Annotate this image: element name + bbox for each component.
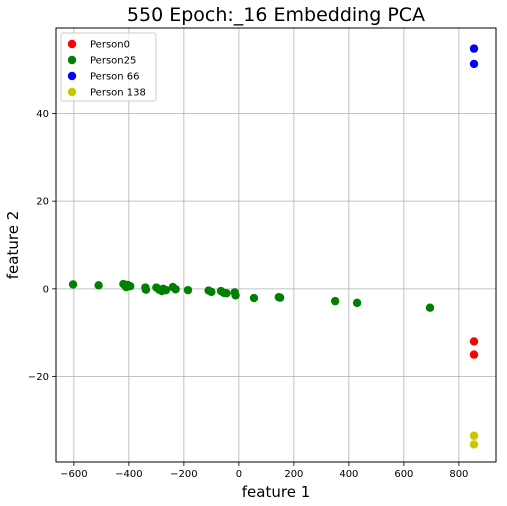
data-point bbox=[68, 280, 78, 289]
data-point bbox=[161, 285, 171, 295]
data-point bbox=[249, 293, 259, 303]
legend-marker bbox=[67, 87, 77, 97]
data-point bbox=[275, 293, 285, 302]
data-point bbox=[469, 337, 479, 346]
legend-label: Person25 bbox=[90, 56, 136, 67]
data-point bbox=[94, 281, 103, 290]
legend-label: Person 138 bbox=[90, 88, 146, 99]
x-tick-label: 400 bbox=[339, 469, 358, 480]
data-point bbox=[141, 285, 151, 294]
legend-marker bbox=[67, 39, 77, 49]
y-tick-label: −20 bbox=[28, 372, 49, 383]
legend-marker bbox=[67, 71, 77, 81]
y-tick-label: 40 bbox=[36, 109, 49, 120]
data-point bbox=[469, 44, 479, 53]
y-tick-label: 20 bbox=[36, 197, 49, 208]
x-tick-label: 600 bbox=[394, 469, 413, 480]
data-point bbox=[207, 287, 216, 297]
legend-marker bbox=[67, 55, 77, 65]
data-point bbox=[469, 440, 479, 449]
data-point bbox=[330, 296, 340, 306]
data-point bbox=[222, 289, 231, 298]
legend-label: Person0 bbox=[90, 40, 130, 51]
data-point bbox=[352, 298, 362, 308]
x-axis-title: feature 1 bbox=[242, 483, 310, 501]
data-point bbox=[425, 303, 435, 312]
chart-title: 550 Epoch:_16 Embedding PCA bbox=[127, 4, 425, 26]
legend-label: Person 66 bbox=[90, 72, 140, 83]
x-tick-label: −400 bbox=[115, 469, 142, 480]
y-tick-label: 0 bbox=[43, 284, 49, 295]
data-point bbox=[183, 285, 193, 295]
data-point bbox=[469, 350, 479, 359]
data-points bbox=[68, 44, 479, 449]
x-tick-label: 0 bbox=[236, 469, 242, 480]
legend: Person0 Person25 Person 66 Person 138 bbox=[60, 32, 157, 102]
data-point bbox=[231, 291, 240, 300]
y-axis-title: feature 2 bbox=[4, 211, 22, 279]
x-tick-label: 200 bbox=[284, 469, 303, 480]
data-point bbox=[171, 285, 180, 294]
data-point bbox=[469, 59, 479, 69]
grid bbox=[56, 28, 496, 462]
legend-box bbox=[60, 32, 157, 102]
data-point bbox=[126, 282, 135, 291]
plot-frame bbox=[55, 27, 497, 463]
x-tick-label: −600 bbox=[60, 469, 87, 480]
x-tick-label: −200 bbox=[170, 469, 197, 480]
data-point bbox=[469, 431, 479, 440]
x-tick-label: 800 bbox=[449, 469, 468, 480]
